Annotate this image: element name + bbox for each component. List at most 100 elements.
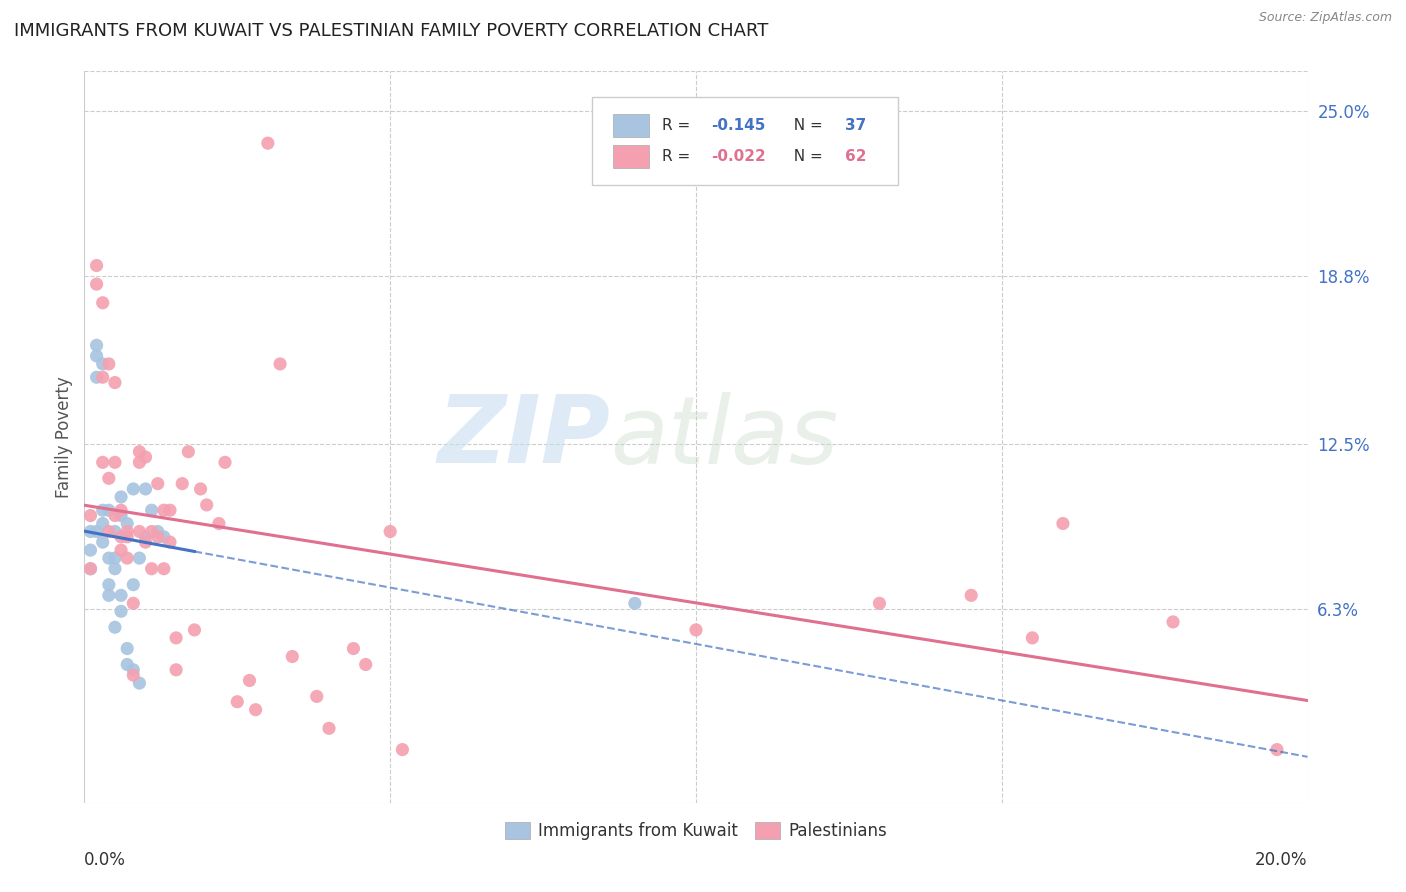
Y-axis label: Family Poverty: Family Poverty	[55, 376, 73, 498]
Point	[195, 498, 218, 512]
Point	[1052, 516, 1074, 531]
Point	[110, 490, 132, 504]
Point	[159, 503, 181, 517]
Point	[146, 524, 169, 539]
Text: N =: N =	[785, 118, 828, 133]
Point	[86, 338, 108, 352]
Point	[128, 524, 150, 539]
Point	[79, 524, 101, 539]
Point	[122, 482, 145, 496]
Point	[128, 551, 150, 566]
Text: -0.022: -0.022	[710, 149, 765, 164]
Point	[79, 508, 101, 523]
Point	[104, 551, 127, 566]
Point	[153, 503, 176, 517]
FancyBboxPatch shape	[613, 145, 650, 168]
Point	[141, 524, 163, 539]
Point	[104, 508, 127, 523]
Point	[104, 376, 127, 390]
Point	[305, 690, 328, 704]
Point	[1161, 615, 1184, 629]
Point	[342, 641, 364, 656]
Point	[91, 357, 114, 371]
Point	[91, 295, 114, 310]
FancyBboxPatch shape	[613, 114, 650, 137]
Text: 62: 62	[845, 149, 866, 164]
Point	[135, 482, 157, 496]
Point	[135, 535, 157, 549]
Text: -0.145: -0.145	[710, 118, 765, 133]
Point	[135, 530, 157, 544]
Point	[281, 649, 304, 664]
Point	[165, 631, 187, 645]
Point	[97, 524, 120, 539]
Point	[97, 577, 120, 591]
Point	[685, 623, 707, 637]
Point	[86, 349, 108, 363]
Point	[159, 535, 181, 549]
Point	[238, 673, 260, 688]
Point	[115, 516, 138, 531]
Legend: Immigrants from Kuwait, Palestinians: Immigrants from Kuwait, Palestinians	[498, 815, 894, 847]
Point	[104, 455, 127, 469]
Point	[245, 703, 267, 717]
Point	[257, 136, 280, 151]
Point	[97, 588, 120, 602]
Point	[97, 503, 120, 517]
Point	[110, 508, 132, 523]
Point	[122, 596, 145, 610]
Point	[141, 562, 163, 576]
Point	[177, 444, 200, 458]
Text: 20.0%: 20.0%	[1256, 851, 1308, 869]
Point	[91, 535, 114, 549]
Point	[97, 551, 120, 566]
Point	[79, 562, 101, 576]
Text: 37: 37	[845, 118, 866, 133]
Point	[380, 524, 402, 539]
FancyBboxPatch shape	[592, 97, 898, 185]
Text: R =: R =	[662, 149, 695, 164]
Point	[183, 623, 205, 637]
Point	[110, 588, 132, 602]
Point	[624, 596, 647, 610]
Point	[128, 455, 150, 469]
Point	[172, 476, 194, 491]
Point	[122, 663, 145, 677]
Point	[1021, 631, 1043, 645]
Point	[1265, 742, 1288, 756]
Point	[115, 657, 138, 672]
Point	[269, 357, 291, 371]
Point	[97, 471, 120, 485]
Point	[104, 524, 127, 539]
Text: IMMIGRANTS FROM KUWAIT VS PALESTINIAN FAMILY POVERTY CORRELATION CHART: IMMIGRANTS FROM KUWAIT VS PALESTINIAN FA…	[14, 22, 769, 40]
Point	[208, 516, 231, 531]
Point	[110, 604, 132, 618]
Point	[110, 530, 132, 544]
Point	[104, 562, 127, 576]
Point	[91, 455, 114, 469]
Point	[354, 657, 377, 672]
Point	[869, 596, 891, 610]
Point	[165, 663, 187, 677]
Point	[79, 562, 101, 576]
Point	[146, 476, 169, 491]
Point	[153, 562, 176, 576]
Point	[91, 516, 114, 531]
Text: N =: N =	[785, 149, 828, 164]
Point	[79, 543, 101, 558]
Text: Source: ZipAtlas.com: Source: ZipAtlas.com	[1258, 11, 1392, 24]
Point	[86, 370, 108, 384]
Point	[318, 722, 340, 736]
Point	[115, 524, 138, 539]
Point	[153, 530, 176, 544]
Point	[214, 455, 236, 469]
Text: ZIP: ZIP	[437, 391, 610, 483]
Point	[86, 524, 108, 539]
Point	[91, 503, 114, 517]
Point	[122, 577, 145, 591]
Point	[391, 742, 413, 756]
Point	[226, 695, 249, 709]
Point	[190, 482, 212, 496]
Point	[960, 588, 983, 602]
Text: R =: R =	[662, 118, 695, 133]
